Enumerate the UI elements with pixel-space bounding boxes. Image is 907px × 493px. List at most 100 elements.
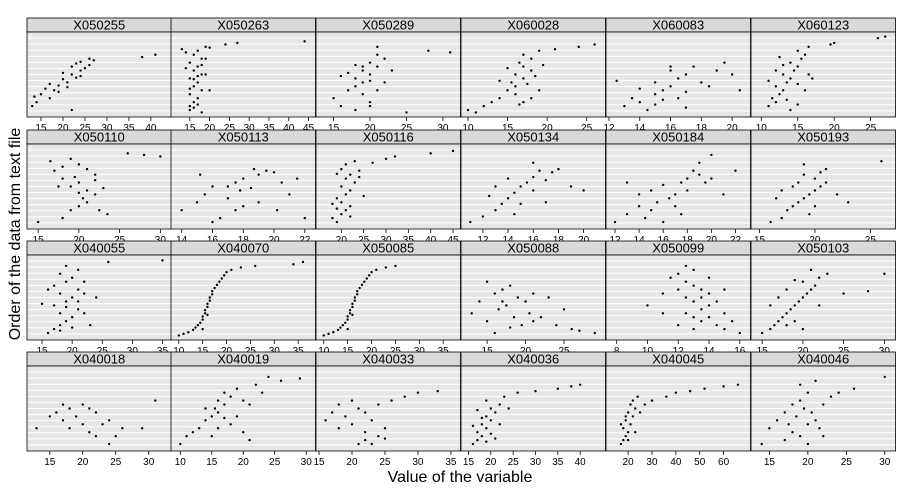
data-point: [208, 296, 212, 299]
data-point: [677, 272, 680, 275]
data-point: [819, 171, 822, 174]
data-point: [634, 407, 637, 410]
data-point: [77, 181, 81, 184]
data-point: [211, 293, 214, 296]
x-tick-label: 20: [57, 123, 69, 134]
data-point: [344, 209, 348, 212]
data-point: [292, 263, 295, 266]
x-tick-label: 20: [336, 235, 348, 246]
data-point: [61, 177, 64, 180]
data-point: [106, 212, 109, 216]
data-point: [354, 85, 357, 88]
data-point: [715, 69, 718, 72]
data-point: [619, 423, 623, 426]
data-point: [88, 407, 91, 410]
data-point: [358, 175, 361, 179]
x-tick-label: 25: [358, 235, 370, 246]
data-point: [349, 215, 352, 218]
data-point: [832, 41, 836, 45]
data-point: [339, 326, 342, 329]
data-point: [346, 315, 349, 318]
data-point: [254, 383, 258, 386]
data-point: [723, 312, 726, 315]
data-point: [81, 403, 84, 406]
data-point: [354, 63, 357, 67]
data-point: [562, 308, 566, 311]
x-tick-label: 30: [437, 123, 449, 134]
x-tick-label: 25: [114, 235, 126, 246]
data-point: [809, 288, 813, 291]
data-point: [76, 288, 80, 291]
data-point: [196, 103, 199, 106]
data-point: [506, 89, 509, 92]
data-point: [829, 395, 833, 398]
data-point: [35, 100, 38, 104]
data-point: [223, 416, 226, 420]
x-tick-label: 30: [101, 123, 113, 134]
data-point: [514, 93, 517, 96]
data-point: [206, 302, 209, 306]
data-point: [669, 85, 672, 88]
data-point: [781, 73, 785, 76]
x-tick-label: 45: [303, 123, 315, 134]
data-point: [35, 427, 38, 430]
plot-frame: [170, 254, 316, 341]
data-point: [348, 308, 352, 312]
data-point: [279, 379, 283, 383]
data-point: [807, 45, 810, 49]
data-point: [69, 209, 72, 212]
data-point: [655, 201, 659, 204]
data-point: [506, 197, 510, 200]
data-point: [61, 78, 65, 81]
data-point: [769, 304, 772, 307]
x-tick-label: 30: [155, 235, 167, 246]
data-point: [813, 205, 817, 208]
data-point: [513, 212, 516, 216]
data-point: [76, 300, 80, 303]
data-point: [436, 389, 439, 393]
panel-X040046: X040046 15 20 25 30: [750, 352, 896, 468]
data-point: [66, 85, 69, 89]
data-point: [785, 288, 788, 291]
x-tick-label: 25: [838, 346, 850, 357]
data-point: [93, 173, 97, 176]
data-point: [661, 312, 665, 315]
data-point: [638, 411, 642, 414]
panel-title: X060123: [797, 18, 849, 33]
x-tick-label: 40: [575, 457, 587, 468]
data-point: [346, 318, 349, 321]
x-tick-label: 20: [727, 123, 739, 134]
panel-title: X050184: [652, 130, 704, 145]
data-point: [793, 320, 796, 323]
data-point: [33, 95, 36, 98]
data-point: [668, 197, 671, 200]
data-point: [738, 89, 742, 92]
data-point: [522, 53, 525, 56]
data-point: [192, 69, 195, 72]
data-point: [480, 416, 484, 420]
data-point: [630, 97, 634, 100]
data-point: [498, 403, 501, 406]
data-point: [626, 438, 630, 442]
x-tick-label: 18: [696, 123, 708, 134]
data-point: [357, 407, 360, 410]
data-point: [192, 100, 195, 104]
data-point: [362, 194, 365, 198]
data-point: [783, 411, 786, 414]
data-point: [222, 274, 226, 277]
panel-title: X050113: [218, 130, 269, 145]
x-tick-label: 10: [173, 346, 185, 357]
data-point: [661, 89, 665, 92]
data-point: [485, 280, 489, 283]
panel-X050113: X050113 14 16 18 20 22: [170, 130, 316, 246]
x-tick-label: 20: [542, 123, 554, 134]
data-point: [370, 442, 373, 446]
data-point: [204, 45, 207, 49]
data-point: [66, 81, 69, 84]
data-point: [506, 66, 509, 70]
data-point: [337, 427, 340, 430]
data-point: [613, 220, 617, 224]
data-point: [223, 403, 226, 406]
data-point: [684, 280, 688, 283]
x-tick-label: 25: [245, 346, 257, 357]
